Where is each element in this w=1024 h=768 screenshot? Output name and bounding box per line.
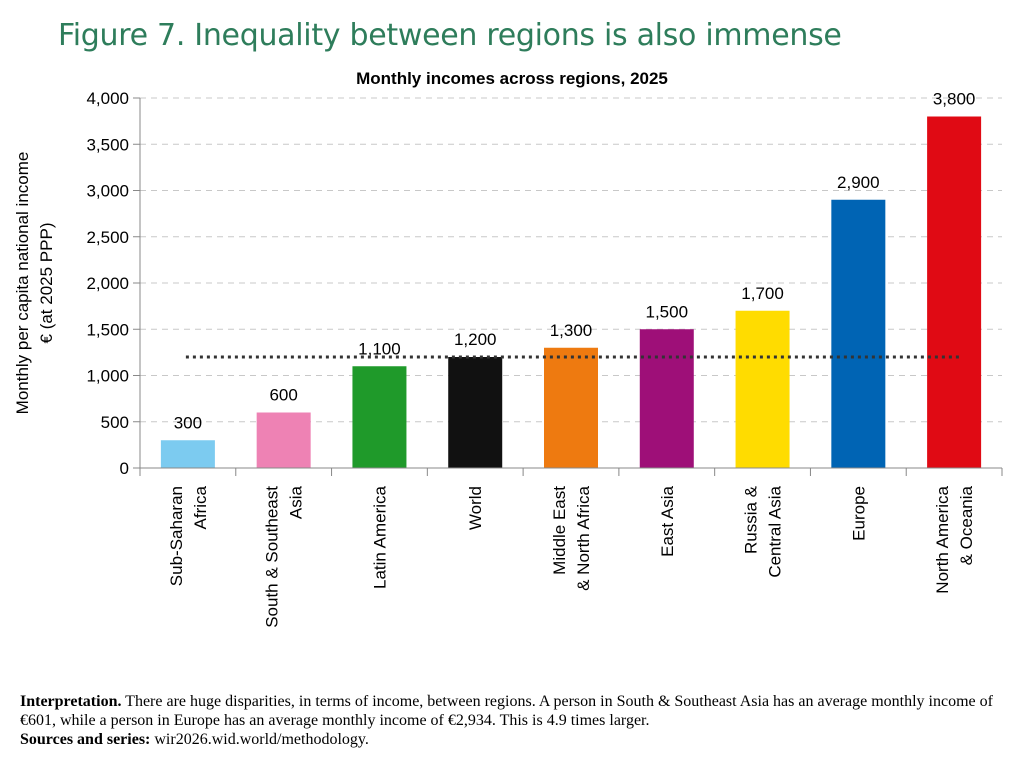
sources-label: Sources and series:: [20, 731, 151, 748]
bar: [927, 116, 982, 468]
chart-title: Monthly incomes across regions, 2025: [356, 69, 668, 88]
category-label: Central Asia: [766, 485, 785, 577]
y-tick-label: 0: [120, 459, 129, 478]
y-axis-title: Monthly per capita national income € (at …: [13, 152, 56, 415]
category-labels: Sub-Saharan Africa South & Southeast Asia La…: [167, 485, 976, 627]
y-tick-label: 500: [101, 413, 129, 432]
data-label: 1,300: [550, 321, 593, 340]
data-label: 1,700: [741, 284, 784, 303]
category-label: Europe: [849, 486, 868, 541]
category-label: & Oceania: [957, 485, 976, 565]
data-label: 3,800: [933, 90, 976, 109]
category-label: Sub-Saharan: [167, 486, 186, 586]
interpretation-text: There are huge disparities, in terms of …: [20, 693, 993, 729]
y-axis-label: Monthly per capita national income: [13, 152, 32, 415]
data-label: 1,200: [454, 330, 497, 349]
data-label: 1,500: [646, 302, 689, 321]
footnote: Interpretation. There are huge dispariti…: [20, 692, 1010, 749]
data-label: 300: [174, 413, 202, 432]
category-label: North America: [933, 485, 952, 593]
data-label: 1,100: [358, 339, 401, 358]
y-tick-label: 2,000: [86, 274, 129, 293]
y-axis-ticks: 0 500 1,000 1,500 2,000 2,500 3,000 3,500 4,000: [86, 89, 140, 478]
category-label: World: [466, 486, 485, 530]
value-labels: 300 600 1,100 1,200 1,300 1,500 1,700 2,900 3,80…: [174, 90, 976, 433]
y-tick-label: 3,000: [86, 182, 129, 201]
category-label: Asia: [287, 485, 306, 519]
y-tick-label: 1,000: [86, 367, 129, 386]
figure-title: Figure 7. Inequality between regions is …: [58, 18, 842, 53]
bar: [831, 199, 886, 468]
data-label: 600: [269, 386, 297, 405]
bar: [352, 366, 407, 468]
axes: [139, 98, 1003, 476]
sources-text: wir2026.wid.world/methodology.: [150, 731, 369, 748]
y-tick-label: 1,500: [86, 320, 129, 339]
data-label: 2,900: [837, 173, 880, 192]
y-tick-label: 2,500: [86, 228, 129, 247]
y-tick-label: 4,000: [86, 89, 129, 108]
bar: [448, 357, 503, 468]
interpretation-label: Interpretation.: [20, 693, 122, 710]
bars: [160, 116, 982, 468]
y-tick-label: 3,500: [86, 135, 129, 154]
category-label: East Asia: [658, 485, 677, 556]
bar: [256, 412, 311, 468]
category-label: Middle East: [550, 486, 569, 575]
category-label: Latin America: [370, 485, 389, 589]
bar-chart: Monthly incomes across regions, 2025 0 50…: [13, 69, 1003, 628]
category-label: Russia &: [742, 485, 761, 554]
category-label: South & Southeast: [263, 486, 282, 628]
bar: [544, 347, 598, 468]
bar: [639, 329, 694, 468]
y-axis-label: € (at 2025 PPP): [37, 223, 56, 344]
bar: [735, 310, 790, 468]
category-label: Africa: [191, 485, 210, 529]
category-label: & North Africa: [574, 485, 593, 590]
bar: [160, 440, 215, 468]
